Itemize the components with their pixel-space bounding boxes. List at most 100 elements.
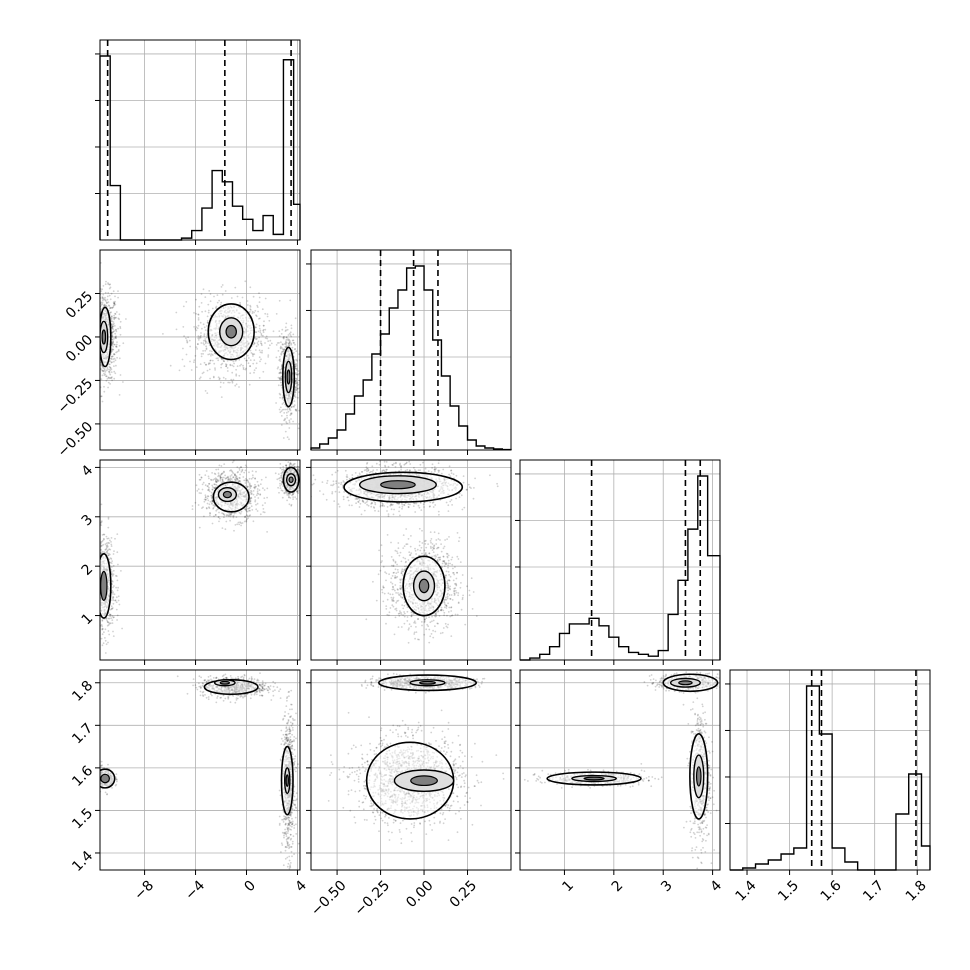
sample-point [279,411,282,414]
sample-point [288,344,291,347]
sample-point [96,618,98,620]
sample-point [117,599,120,602]
sample-point [114,359,117,362]
sample-point [241,522,244,524]
sample-point [112,348,114,351]
sample-point [197,324,200,327]
sample-point [214,478,217,481]
sample-point [101,550,104,553]
sample-point [284,492,287,494]
sample-point [97,324,99,326]
sample-point [113,343,115,346]
sample-point [253,342,256,345]
sample-point [109,622,112,624]
sample-point [96,612,98,614]
sample-point [286,499,288,502]
sample-point [235,475,238,477]
sample-point [248,383,251,386]
sample-point [98,571,100,573]
sample-point [100,503,103,506]
sample-point [113,322,115,325]
sample-point [296,468,299,471]
sample-point [435,467,437,470]
sample-point [209,350,211,352]
sample-point [282,343,284,346]
sample-point [87,589,89,591]
sample-point [101,620,104,622]
sample-point [283,491,286,494]
sample-point [217,357,219,360]
sample-point [207,303,210,306]
sample-point [204,342,207,345]
sample-point [97,573,99,575]
sample-point [196,490,199,492]
sample-point [214,367,216,370]
sample-point [280,415,283,417]
sample-point [203,498,206,501]
sample-point [97,313,99,315]
sample-point [220,366,223,369]
sample-point [219,479,222,482]
sample-point [283,458,285,460]
sample-point [206,321,209,324]
sample-point [110,347,113,350]
sample-point [195,366,198,368]
sample-point [199,363,202,365]
sample-point [292,492,295,495]
sample-point [281,480,283,483]
sample-point [94,643,96,645]
sample-point [108,622,111,625]
sample-point [255,362,258,365]
sample-point [175,328,178,331]
sample-point [209,500,212,503]
sample-point [96,350,98,352]
sample-point [96,332,98,334]
sample-point [253,486,256,489]
sample-point [182,305,185,308]
sample-point [112,602,115,605]
sample-point [297,396,299,399]
sample-point [226,476,229,479]
sample-point [109,539,111,542]
sample-point [92,324,94,326]
sample-point [122,342,125,345]
sample-point [285,421,288,423]
sample-point [207,495,210,498]
sample-point [267,356,270,358]
sample-point [95,546,97,548]
sample-point [97,364,99,366]
sample-point [249,509,251,512]
sample-point [281,364,283,367]
sample-point [286,494,289,496]
sample-point [110,371,113,373]
sample-point [215,483,218,486]
sample-point [283,336,285,339]
sample-point [95,329,97,331]
sample-point [280,477,283,479]
sample-point [293,465,296,468]
sample-point [248,507,251,510]
sample-point [98,310,100,312]
sample-point [217,516,220,518]
sample-point [97,318,99,320]
sample-point [100,637,103,640]
sample-point [96,584,98,586]
sample-point [113,316,116,319]
sample-point [205,507,208,510]
sample-point [113,337,115,340]
sample-point [102,299,104,302]
sample-point [109,306,112,309]
histogram-panel-2 [515,459,721,665]
sample-point [182,326,185,328]
sample-point [289,463,292,466]
sample-point [108,542,111,544]
sample-point [104,652,107,654]
sample-point [204,496,207,498]
sample-point [234,479,237,481]
sample-point [95,356,97,358]
sample-point [207,309,210,312]
sample-point [252,295,255,298]
sample-point [201,488,204,491]
sample-point [248,488,250,491]
sample-point [230,478,233,480]
